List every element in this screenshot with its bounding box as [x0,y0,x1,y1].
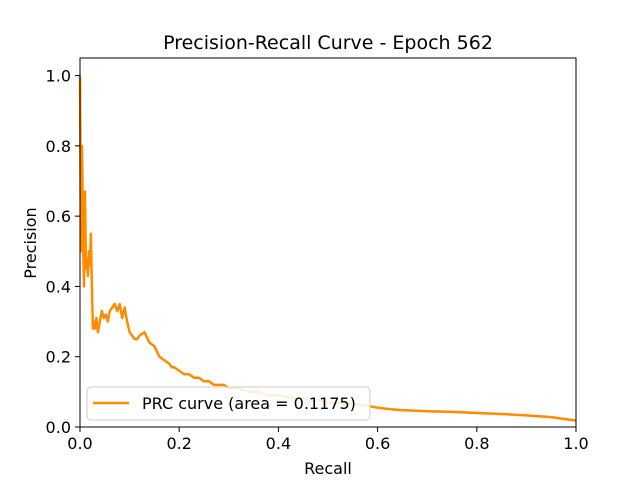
x-axis-ticks: 0.0 0.2 0.4 0.6 0.8 1.0 [67,427,589,453]
y-tick-label: 0.0 [46,418,71,437]
legend: PRC curve (area = 0.1175) [86,386,371,421]
plot-frame [79,57,577,428]
y-tick-label: 0.2 [46,348,71,367]
y-axis-label: Precision [21,207,40,278]
y-tick-label: 0.8 [46,137,71,156]
chart-title: Precision-Recall Curve - Epoch 562 [163,32,493,54]
plot-background [80,58,576,427]
x-tick-label: 1.0 [563,434,588,453]
x-tick-label: 0.8 [464,434,489,453]
x-tick-label: 0.0 [67,434,92,453]
legend-label: PRC curve (area = 0.1175) [142,394,356,413]
y-tick-label: 0.6 [46,207,71,226]
y-tick-label: 1.0 [46,67,71,86]
legend-box [86,386,371,421]
x-axis-label: Recall [304,459,352,478]
plot-area [80,58,576,427]
x-tick-label: 0.4 [266,434,291,453]
x-tick-label: 0.6 [365,434,390,453]
y-axis-ticks: 0.0 0.2 0.4 0.6 0.8 1.0 [46,67,80,437]
y-tick-label: 0.4 [46,277,71,296]
x-tick-label: 0.2 [166,434,191,453]
